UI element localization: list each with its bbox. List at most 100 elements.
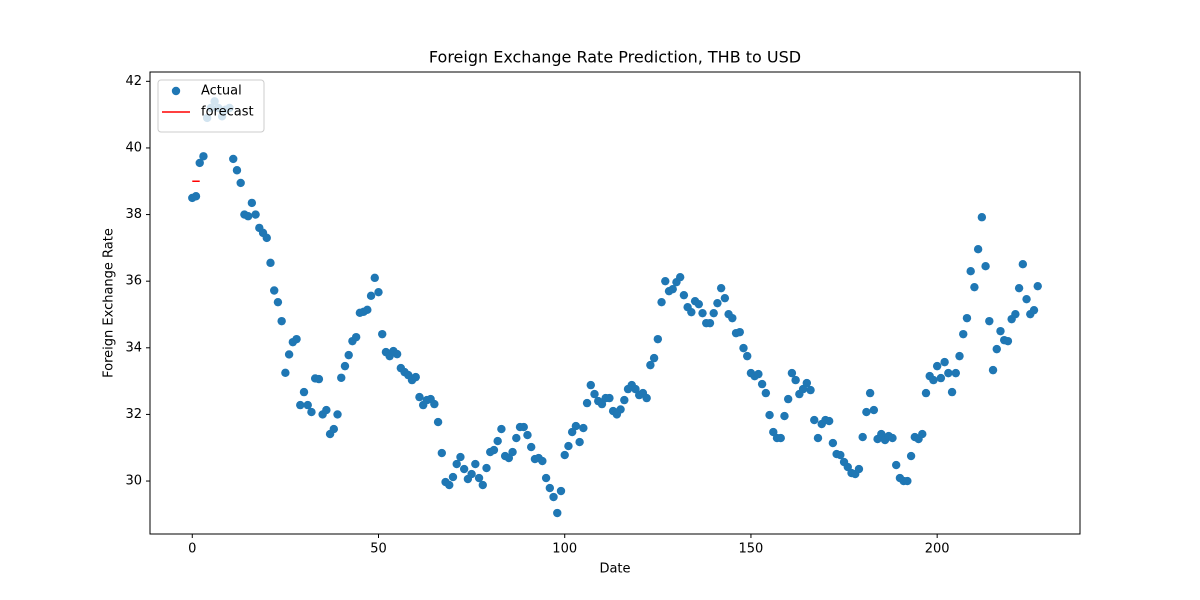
data-point	[631, 384, 640, 394]
data-point	[351, 332, 361, 342]
data-point	[754, 369, 763, 379]
data-point	[903, 476, 912, 486]
data-point	[679, 290, 689, 300]
data-point	[366, 291, 376, 301]
data-point	[538, 456, 547, 466]
legend: Actual forecast	[157, 79, 265, 133]
y-tick-label: 30	[125, 474, 142, 489]
axes-frame	[149, 71, 1081, 535]
data-point	[977, 213, 987, 222]
data-point	[869, 405, 879, 415]
x-tick-label: 150	[739, 542, 764, 557]
data-point	[862, 407, 871, 417]
data-point	[973, 245, 983, 254]
legend-label: forecast	[201, 105, 254, 120]
data-point	[940, 357, 949, 367]
data-point	[363, 305, 372, 315]
data-point	[791, 375, 800, 385]
data-point	[743, 351, 752, 361]
data-point	[459, 464, 469, 474]
data-point	[337, 373, 346, 382]
data-point	[806, 385, 815, 395]
x-tick-label: 0	[188, 542, 196, 557]
data-point	[523, 430, 532, 440]
y-tick-label: 42	[125, 74, 142, 89]
data-point	[284, 350, 294, 359]
data-point	[303, 400, 312, 410]
data-point	[590, 389, 599, 399]
data-point	[620, 395, 629, 405]
data-point	[947, 387, 957, 397]
data-point	[921, 388, 931, 398]
legend-box	[157, 79, 265, 133]
data-point	[575, 437, 584, 447]
data-point	[716, 283, 726, 293]
data-point	[802, 378, 812, 388]
data-point	[433, 417, 443, 427]
data-point	[720, 293, 730, 303]
data-point	[493, 436, 502, 446]
data-point	[191, 192, 201, 201]
data-point	[266, 258, 275, 268]
data-point	[579, 423, 588, 433]
data-point	[526, 442, 536, 452]
data-point	[296, 400, 305, 410]
legend-label: Actual	[201, 84, 242, 99]
y-tick-label: 40	[125, 140, 142, 155]
data-point	[959, 329, 968, 339]
data-point	[512, 433, 521, 443]
data-point	[761, 388, 771, 398]
data-point	[661, 276, 670, 286]
data-point	[836, 450, 845, 460]
data-point	[445, 480, 454, 490]
data-point	[828, 438, 838, 448]
data-point	[430, 399, 439, 409]
data-point	[299, 387, 309, 397]
data-point	[564, 441, 573, 451]
data-point	[843, 462, 852, 472]
data-point	[378, 329, 387, 339]
data-point	[616, 405, 625, 414]
data-point	[955, 351, 964, 361]
data-point	[653, 334, 663, 344]
data-point	[504, 453, 514, 463]
data-point	[657, 297, 666, 307]
data-point	[918, 429, 927, 439]
data-point	[452, 459, 461, 469]
data-point	[571, 421, 581, 431]
data-point	[232, 166, 242, 175]
data-point	[757, 379, 767, 389]
data-point	[1018, 259, 1028, 269]
data-point	[497, 424, 506, 434]
data-point	[970, 282, 979, 292]
data-point	[229, 154, 238, 164]
data-point	[236, 178, 245, 188]
data-point	[411, 372, 420, 382]
data-point	[1011, 309, 1020, 319]
data-point	[810, 415, 819, 425]
data-point	[374, 287, 383, 297]
data-point	[992, 344, 1001, 354]
data-point	[1029, 305, 1039, 315]
data-point	[437, 448, 447, 458]
data-point	[322, 405, 331, 415]
data-point	[709, 308, 718, 318]
data-point	[262, 233, 271, 243]
data-point	[448, 472, 458, 482]
data-point	[605, 393, 614, 403]
data-point	[467, 469, 476, 479]
y-tick-label: 32	[125, 407, 142, 422]
data-point	[769, 427, 778, 437]
data-point	[556, 486, 566, 496]
data-point	[877, 429, 886, 439]
data-point	[951, 368, 960, 378]
data-point	[251, 210, 260, 219]
data-point	[281, 368, 290, 377]
data-point	[270, 286, 279, 295]
data-point	[597, 399, 607, 409]
y-tick-label: 36	[125, 274, 142, 289]
data-point	[996, 326, 1005, 336]
data-point	[906, 451, 916, 461]
data-point	[698, 308, 707, 318]
